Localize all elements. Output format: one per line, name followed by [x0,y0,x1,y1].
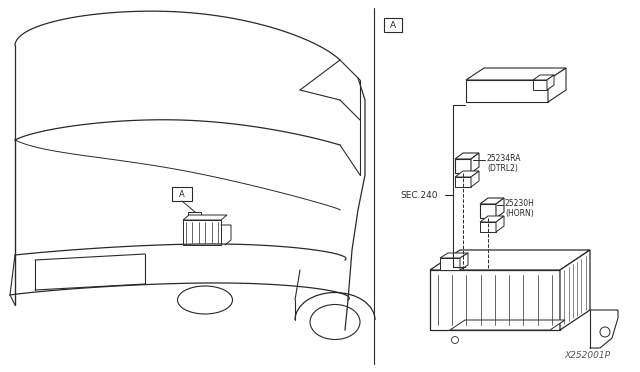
Polygon shape [183,220,221,245]
Polygon shape [430,250,590,270]
Polygon shape [183,215,227,220]
Polygon shape [533,75,554,80]
Polygon shape [548,68,566,102]
Polygon shape [471,171,479,187]
Ellipse shape [451,337,458,343]
Polygon shape [480,198,504,204]
Polygon shape [460,253,468,270]
Polygon shape [455,159,471,173]
Text: (HORN): (HORN) [505,208,534,218]
Polygon shape [455,171,479,177]
Text: A: A [179,189,185,199]
Polygon shape [466,68,566,80]
FancyBboxPatch shape [172,187,192,201]
Text: SEC.240: SEC.240 [400,190,438,199]
Text: 25230H: 25230H [505,199,535,208]
Polygon shape [496,216,504,232]
Text: (DTRL2): (DTRL2) [487,164,518,173]
Polygon shape [547,75,554,90]
Text: X252001P: X252001P [564,350,610,359]
Polygon shape [496,198,504,218]
Polygon shape [440,253,468,258]
Ellipse shape [310,305,360,340]
Polygon shape [450,320,565,330]
Polygon shape [533,80,547,90]
Polygon shape [455,177,471,187]
Polygon shape [440,258,460,270]
Text: 25234RA: 25234RA [487,154,522,163]
Polygon shape [480,204,496,218]
Ellipse shape [600,327,610,337]
Polygon shape [471,153,479,173]
Polygon shape [455,153,479,159]
Polygon shape [480,222,496,232]
Polygon shape [430,270,560,330]
Ellipse shape [177,286,232,314]
Polygon shape [466,80,548,102]
FancyBboxPatch shape [384,18,402,32]
Polygon shape [188,212,201,220]
Text: A: A [390,20,396,29]
Polygon shape [560,250,590,330]
Polygon shape [480,216,504,222]
